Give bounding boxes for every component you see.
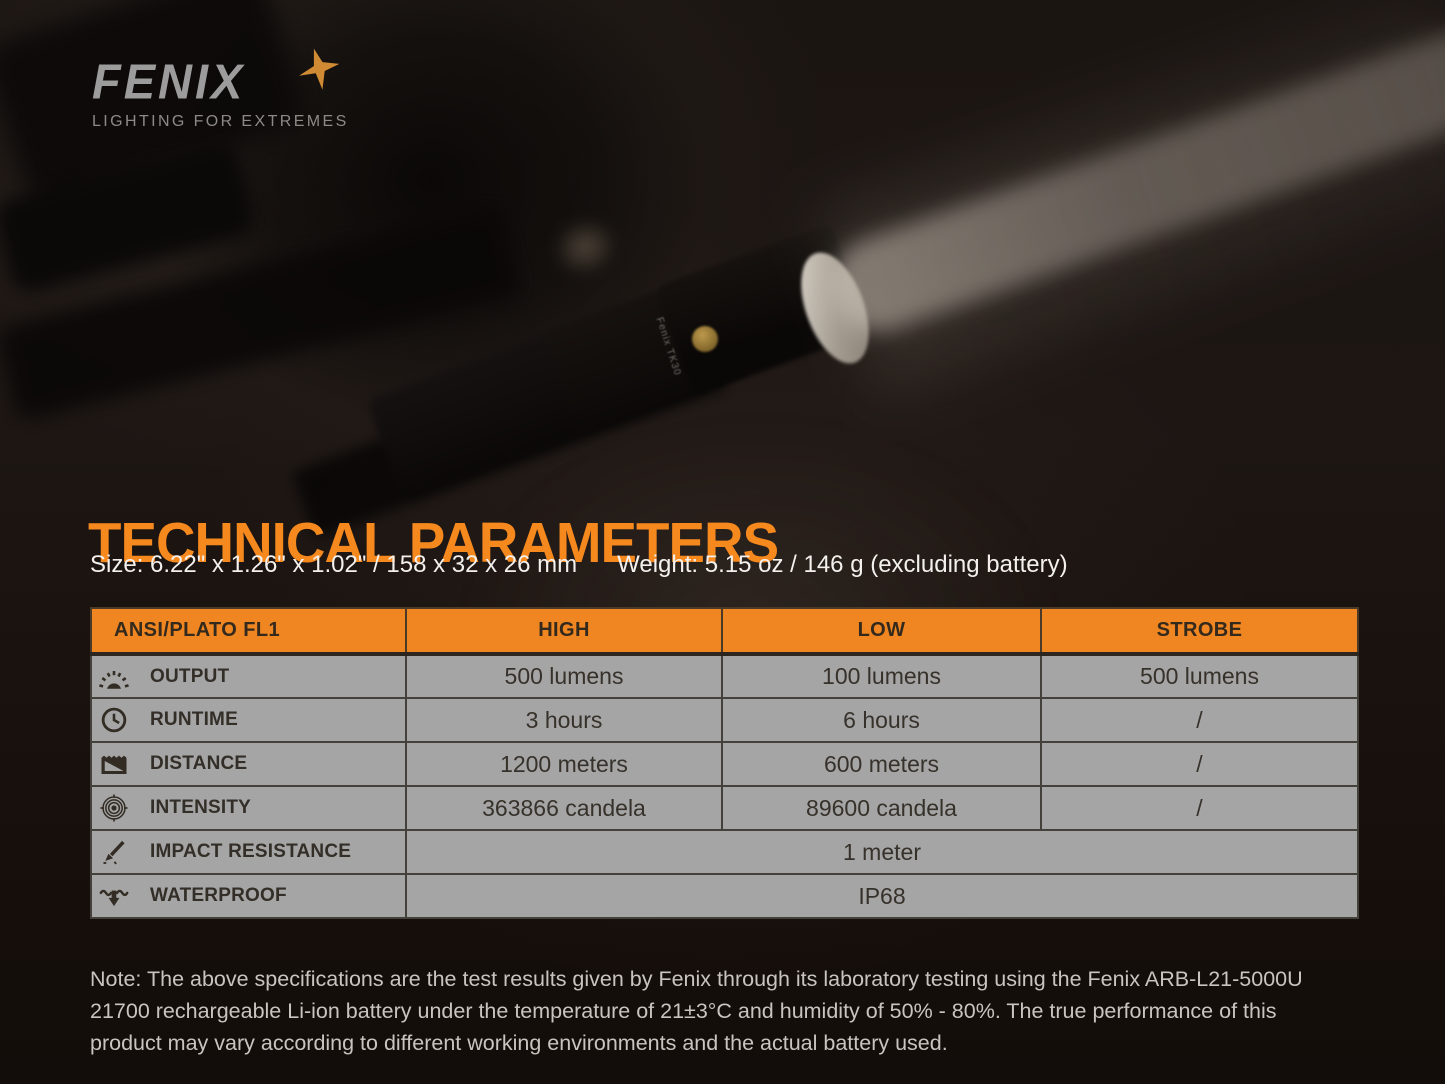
beam-distance-icon — [92, 751, 136, 777]
table-header-row: ANSI/PLATO FL1 HIGH LOW STROBE — [90, 607, 1359, 656]
header-strobe: STROBE — [1040, 607, 1359, 656]
flashlight-brass-button — [692, 326, 718, 352]
cell-waterproof-value: IP68 — [405, 873, 1359, 919]
cell-runtime-strobe: / — [1040, 697, 1359, 743]
cell-output-low: 100 lumens — [721, 653, 1042, 699]
dimensions-line: Size: 6.22" x 1.26" x 1.02" / 158 x 32 x… — [90, 551, 1068, 579]
table-row: OUTPUT 500 lumens 100 lumens 500 lumens — [90, 653, 1359, 699]
waterproof-arrow-icon — [92, 883, 136, 909]
row-label: INTENSITY — [150, 797, 252, 818]
cell-runtime-high: 3 hours — [405, 697, 723, 743]
note-text: Note: The above specifications are the t… — [90, 966, 1303, 1056]
size-spec: Size: 6.22" x 1.26" x 1.02" / 158 x 32 x… — [90, 551, 578, 578]
cell-runtime-low: 6 hours — [721, 697, 1042, 743]
cell-intensity-strobe: / — [1040, 785, 1359, 831]
clock-runtime-icon — [92, 706, 136, 734]
row-label: IMPACT RESISTANCE — [150, 841, 352, 862]
cell-output-high: 500 lumens — [405, 653, 723, 699]
cell-intensity-high: 363866 candela — [405, 785, 723, 831]
page-title: TECHNICAL PARAMETERS — [88, 511, 779, 576]
cell-impact-value: 1 meter — [405, 829, 1359, 875]
row-label: OUTPUT — [150, 665, 230, 687]
cell-distance-high: 1200 meters — [405, 741, 723, 787]
cell-distance-strobe: / — [1040, 741, 1359, 787]
weight-spec: Weight: 5.15 oz / 146 g (excluding batte… — [617, 551, 1068, 578]
row-label: DISTANCE — [150, 753, 248, 774]
table-row: DISTANCE 1200 meters 600 meters / — [90, 741, 1359, 787]
cell-output-strobe: 500 lumens — [1040, 653, 1359, 699]
table-row: RUNTIME 3 hours 6 hours / — [90, 697, 1359, 743]
spec-table: ANSI/PLATO FL1 HIGH LOW STROBE — [90, 607, 1359, 919]
impact-arrow-icon — [92, 838, 136, 866]
row-label: RUNTIME — [150, 709, 238, 730]
table-row: WATERPROOF IP68 — [90, 873, 1359, 919]
header-ansi: ANSI/PLATO FL1 — [90, 607, 407, 656]
cell-intensity-low: 89600 candela — [721, 785, 1042, 831]
brand-tagline: LIGHTING FOR EXTREMES — [92, 113, 349, 130]
brand-wordmark: FENIX — [92, 53, 246, 110]
brand-logo: FENIX LIGHTING FOR EXTREMES — [92, 48, 349, 131]
table-row: IMPACT RESISTANCE 1 meter — [90, 829, 1359, 875]
header-high: HIGH — [405, 607, 723, 656]
sunburst-output-icon — [92, 664, 136, 690]
target-intensity-icon — [92, 794, 136, 822]
cell-distance-low: 600 meters — [721, 741, 1042, 787]
table-row: INTENSITY 363866 candela 89600 candela / — [90, 785, 1359, 831]
fenix-star-icon — [299, 48, 340, 90]
header-low: LOW — [721, 607, 1042, 656]
row-label: WATERPROOF — [150, 885, 287, 906]
